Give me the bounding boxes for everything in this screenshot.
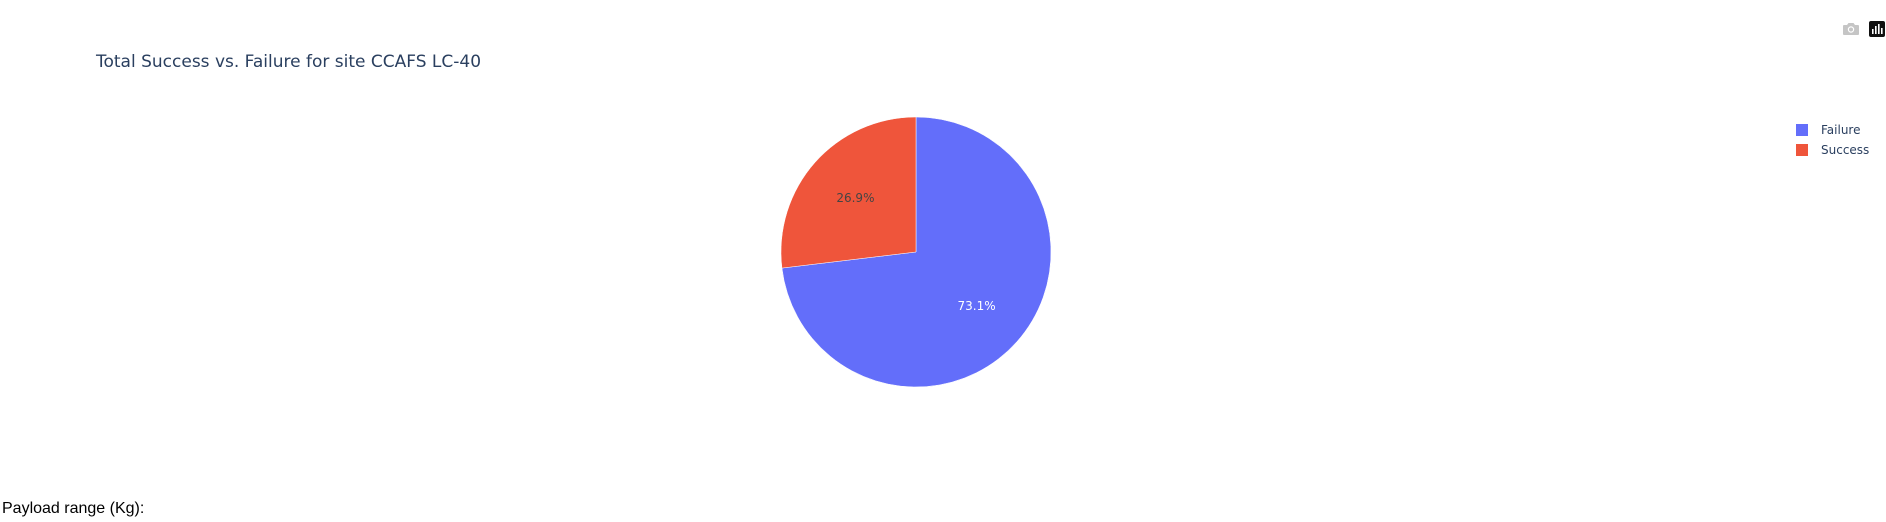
pie-slice-failure[interactable] (781, 116, 1052, 388)
pie-slice-success[interactable] (780, 116, 917, 269)
plotly-logo-icon[interactable] (1868, 20, 1886, 38)
legend-item-success[interactable]: Success (1796, 143, 1869, 157)
legend-swatch-success (1796, 144, 1808, 156)
slice-value-label-success: 26.9% (836, 191, 874, 205)
pie-slices: 73.1% 26.9% (780, 116, 1052, 388)
legend-swatch-failure (1796, 124, 1808, 136)
legend-label-failure: Failure (1821, 123, 1860, 137)
legend-item-failure[interactable]: Failure (1796, 123, 1860, 137)
legend-label-success: Success (1821, 143, 1869, 157)
slice-value-label-failure: 73.1% (958, 299, 996, 313)
chart-title: Total Success vs. Failure for site CCAFS… (95, 52, 481, 72)
modebar (1842, 20, 1886, 38)
camera-icon[interactable] (1842, 20, 1860, 38)
legend: Failure Success (1796, 123, 1869, 157)
payload-range-label: Payload range (Kg): (2, 500, 145, 517)
